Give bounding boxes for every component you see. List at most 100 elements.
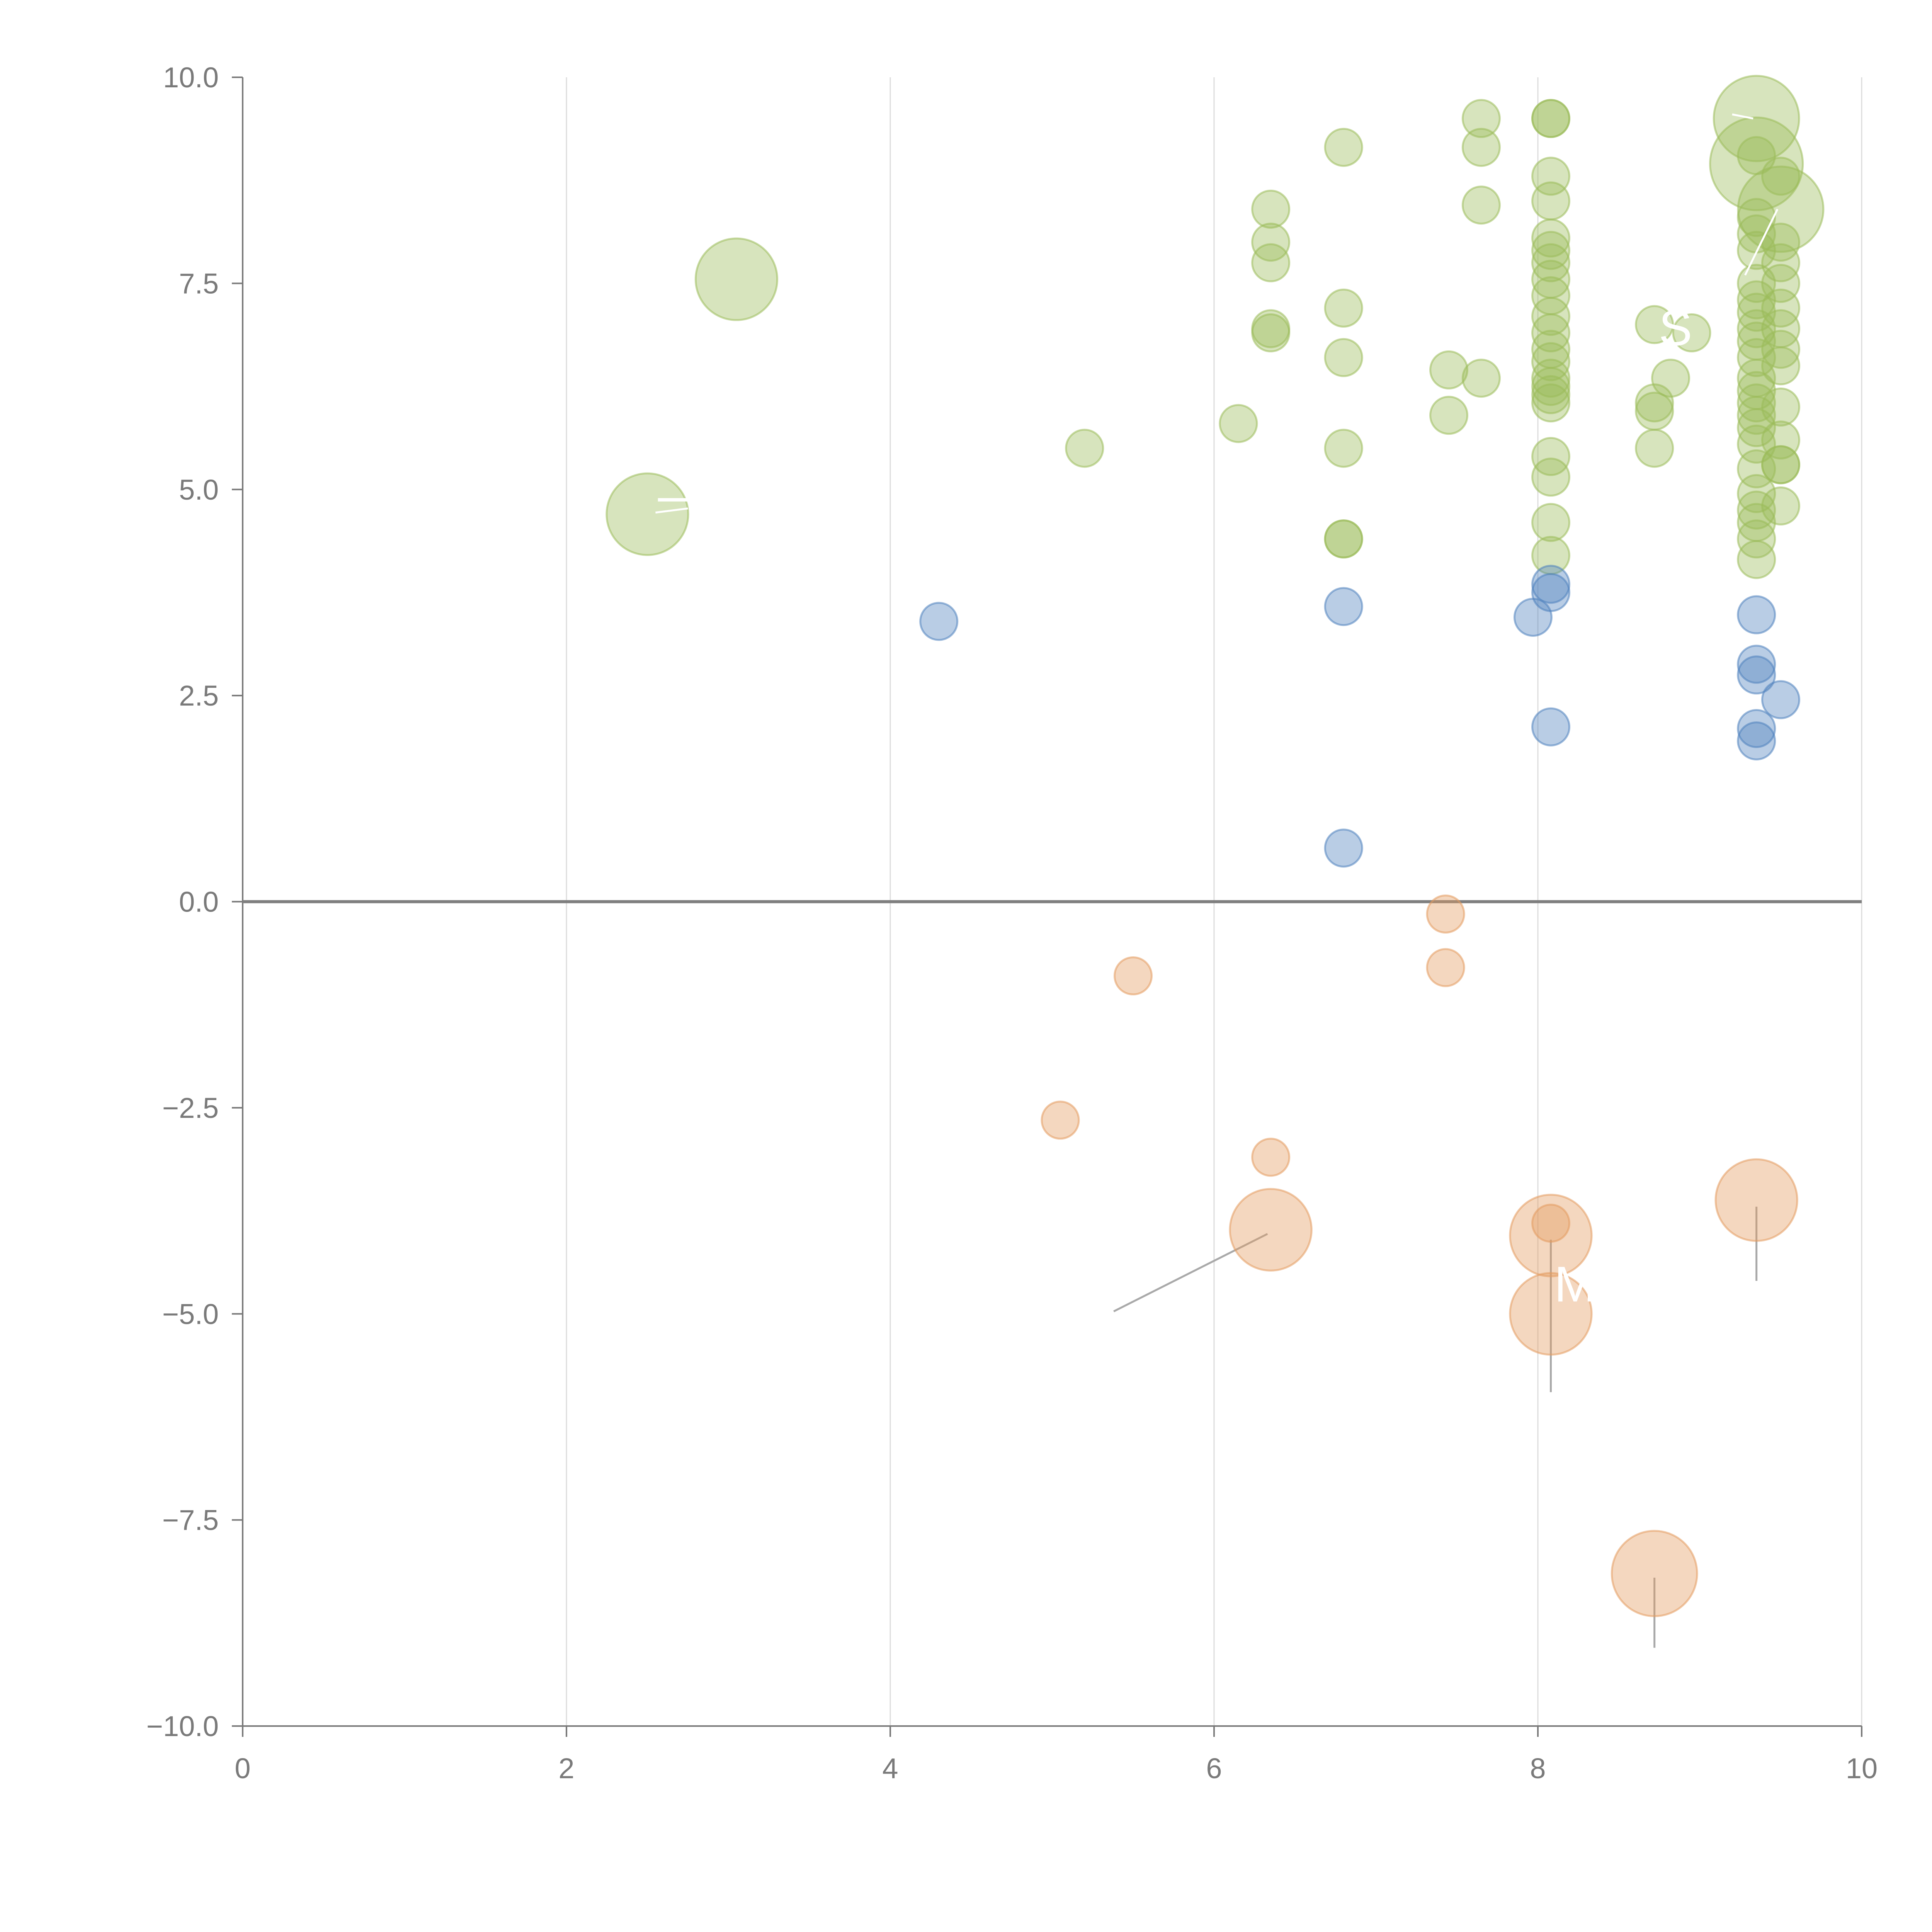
bubble-high-27: [1531, 243, 1571, 282]
bubble-mid-2: [1324, 828, 1363, 868]
x-tick-label: 6: [1206, 1752, 1222, 1784]
bubble-low-6: [1531, 1204, 1571, 1243]
annotation-label-2: S: [1659, 299, 1692, 356]
bubble-high-43: [1635, 383, 1674, 423]
x-tick-label: 4: [882, 1752, 898, 1784]
bubble-high-10: [1324, 288, 1363, 328]
bubble-high-55: [1737, 280, 1776, 320]
x-tick-label: 2: [558, 1752, 574, 1784]
bubble-high-56: [1737, 293, 1776, 332]
bubble-high-79: [1761, 330, 1800, 369]
bubble-mid-1: [1324, 587, 1363, 626]
bubble-high-24: [1531, 181, 1571, 221]
bubble-high-72: [1737, 165, 1825, 253]
bubble-high-31: [1531, 313, 1571, 352]
bubble-high-38: [1531, 437, 1571, 476]
bubble-high-47: [1672, 313, 1711, 352]
bubble-high-49: [1709, 116, 1804, 211]
y-tick-label: 10.0: [163, 61, 219, 94]
leader-line-0: [1113, 1233, 1268, 1313]
bubble-high-12: [1324, 429, 1363, 468]
bubble-high-35: [1531, 367, 1571, 406]
bubble-mid-5: [1531, 573, 1571, 612]
y-tick-label: −2.5: [162, 1092, 219, 1124]
bubble-low-0: [1041, 1100, 1080, 1140]
bubble-high-1: [694, 237, 779, 321]
bubble-high-63: [1737, 396, 1776, 435]
y-tick-label: −5.0: [162, 1298, 219, 1330]
bubble-high-85: [1761, 486, 1800, 526]
bubble-high-16: [1429, 396, 1469, 435]
y-tick-label: −7.5: [162, 1504, 219, 1536]
bubble-high-81: [1761, 387, 1800, 427]
x-tick-label: 0: [235, 1752, 250, 1784]
bubble-high-84: [1761, 445, 1800, 485]
annotation-layer: M — S: [655, 113, 1779, 1312]
bubble-high-20: [1461, 359, 1501, 398]
bubble-high-17: [1461, 99, 1501, 138]
bubble-high-0: [605, 472, 689, 556]
bubble-low-2: [1251, 1138, 1291, 1177]
bubble-high-19: [1461, 185, 1501, 225]
bubble-high-70: [1737, 519, 1776, 559]
bubble-high-2: [1065, 429, 1104, 468]
bubble-high-40: [1531, 503, 1571, 542]
bubble-high-75: [1761, 243, 1800, 282]
annotation-label-0: M: [1554, 1256, 1596, 1312]
bubble-mid-6: [1531, 707, 1571, 747]
bubble-high-37: [1531, 383, 1571, 423]
bubble-high-77: [1761, 288, 1800, 328]
bubble-high-9: [1324, 128, 1363, 167]
bubble-low-7: [1509, 1194, 1593, 1277]
bubble-mid-7: [1737, 595, 1776, 634]
bubble-high-44: [1635, 391, 1674, 431]
bubble-high-59: [1737, 338, 1776, 377]
bubble-mid-11: [1737, 721, 1776, 760]
bubble-high-11: [1324, 338, 1363, 377]
bubble-high-48: [1713, 75, 1800, 162]
points-layer: [605, 75, 1825, 1617]
bubble-mid-9: [1737, 655, 1776, 695]
bubble-high-42: [1635, 305, 1674, 344]
bubble-high-36: [1531, 375, 1571, 414]
bubble-high-22: [1531, 99, 1571, 138]
bubble-low-10: [1714, 1158, 1798, 1242]
bubble-high-4: [1251, 189, 1291, 229]
bubble-low-1: [1114, 956, 1153, 996]
bubble-high-80: [1761, 346, 1800, 386]
bubble-mid-12: [1761, 680, 1800, 719]
bubble-mid-10: [1737, 709, 1776, 748]
bubble-high-8: [1251, 313, 1291, 352]
bubble-high-26: [1531, 231, 1571, 270]
leader-line-overlay-6: [1744, 209, 1779, 276]
bubble-low-5: [1426, 948, 1465, 987]
annotation-label-1: —: [658, 467, 708, 523]
bubble-low-3: [1229, 1188, 1313, 1272]
bubble-high-45: [1635, 429, 1674, 468]
bubble-high-39: [1531, 457, 1571, 497]
bubble-mid-0: [919, 602, 959, 641]
bubble-mid-8: [1737, 645, 1776, 684]
leader-line-overlay-4: [655, 507, 688, 514]
bubble-low-9: [1611, 1530, 1698, 1617]
bubble-high-71: [1737, 540, 1776, 579]
y-tick-label: 7.5: [179, 267, 219, 299]
y-tick-label: 5.0: [179, 474, 219, 506]
axes-layer: 10.0 7.5 5.0 2.5 0.0 −2.5 −5.0 −7.5 −10.0 0 2 4 6 8 10: [146, 61, 1878, 1784]
y-tick-label: −10.0: [146, 1710, 219, 1742]
bubble-high-67: [1737, 474, 1776, 513]
bubble-high-73: [1761, 156, 1800, 196]
bubble-high-46: [1651, 359, 1690, 398]
bubble-high-30: [1531, 297, 1571, 336]
bubble-high-3: [1219, 404, 1258, 443]
bubble-low-8: [1509, 1272, 1593, 1356]
bubble-high-5: [1251, 223, 1291, 262]
y-tick-label: 0.0: [179, 886, 219, 918]
y-tick-label: 2.5: [179, 680, 219, 712]
bubble-high-6: [1251, 243, 1291, 282]
bubble-mid-4: [1531, 565, 1571, 604]
bubble-high-68: [1737, 490, 1776, 530]
x-tick-label: 10: [1846, 1752, 1878, 1784]
